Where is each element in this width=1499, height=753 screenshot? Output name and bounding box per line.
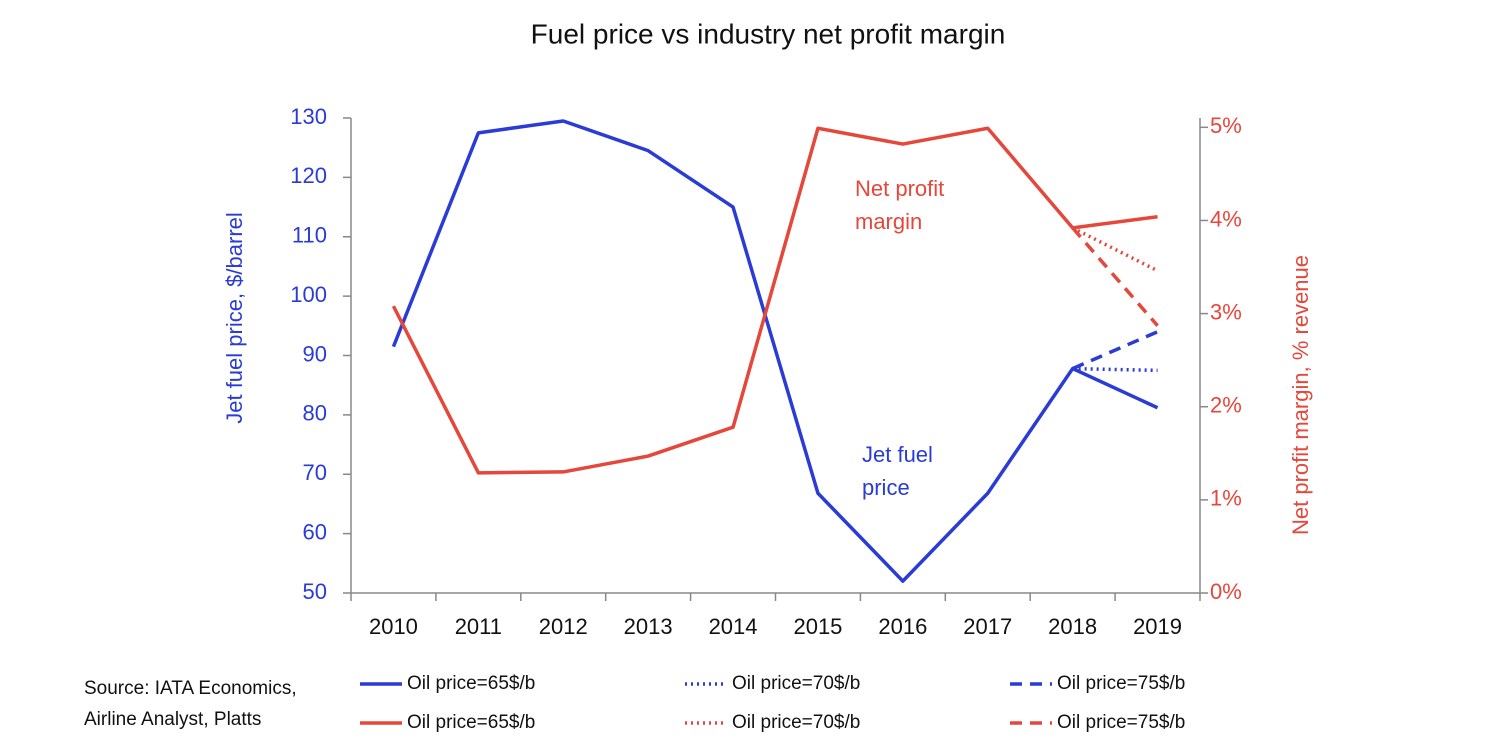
series-line (1072, 366, 1158, 373)
series-line (1071, 330, 1159, 371)
y-tick-label: 110 (292, 223, 327, 248)
y-tick-label: 130 (290, 104, 327, 129)
y-tick-label: 80 (303, 401, 327, 426)
legend-label: Oil price=70$/b (732, 673, 860, 694)
y-tick-label: 60 (303, 519, 327, 544)
y-axis-title: Jet fuel price, $/barrel (222, 212, 247, 424)
y-tick-label: 90 (303, 341, 327, 366)
x-tick-label: 2014 (709, 614, 758, 639)
series-line (391, 119, 1159, 583)
x-tick-label: 2016 (878, 614, 927, 639)
y-tick-label: 70 (303, 460, 327, 485)
annotation: Jet fuel (862, 442, 933, 467)
x-tick-label: 2011 (455, 614, 502, 639)
annotation: price (862, 475, 910, 500)
legend-label: Oil price=75$/b (1057, 673, 1185, 694)
annotation: Net profit (855, 176, 944, 201)
legend-label: Oil price=75$/b (1057, 712, 1185, 733)
y2-tick-label: 1% (1210, 486, 1242, 511)
y2-tick-label: 4% (1210, 206, 1242, 231)
legend-label: Oil price=65$/b (407, 673, 535, 694)
y-tick-label: 50 (303, 579, 327, 604)
y2-tick-label: 2% (1210, 393, 1242, 418)
y-tick-label: 100 (290, 282, 327, 307)
x-tick-label: 2019 (1133, 614, 1182, 639)
y2-tick-label: 5% (1210, 113, 1242, 138)
y-tick-label: 120 (290, 163, 327, 188)
chart-title: Fuel price vs industry net profit margin (531, 18, 1006, 49)
x-tick-label: 2015 (793, 614, 842, 639)
x-tick-label: 2013 (624, 614, 673, 639)
series-line (1071, 226, 1159, 273)
x-tick-label: 2012 (539, 614, 588, 639)
x-tick-label: 2017 (963, 614, 1012, 639)
y2-axis-title: Net profit margin, % revenue (1288, 255, 1313, 535)
annotation: margin (855, 209, 922, 234)
series-line (391, 126, 1158, 475)
y2-tick-label: 3% (1210, 299, 1242, 324)
source-note: Source: IATA Economics, (84, 678, 297, 699)
x-tick-label: 2010 (369, 614, 418, 639)
source-note: Airline Analyst, Platts (84, 709, 261, 730)
x-tick-label: 2018 (1048, 614, 1097, 639)
legend-label: Oil price=70$/b (732, 712, 860, 733)
legend-label: Oil price=65$/b (407, 712, 535, 733)
series-line (1071, 226, 1159, 327)
y2-tick-label: 0% (1210, 579, 1242, 604)
